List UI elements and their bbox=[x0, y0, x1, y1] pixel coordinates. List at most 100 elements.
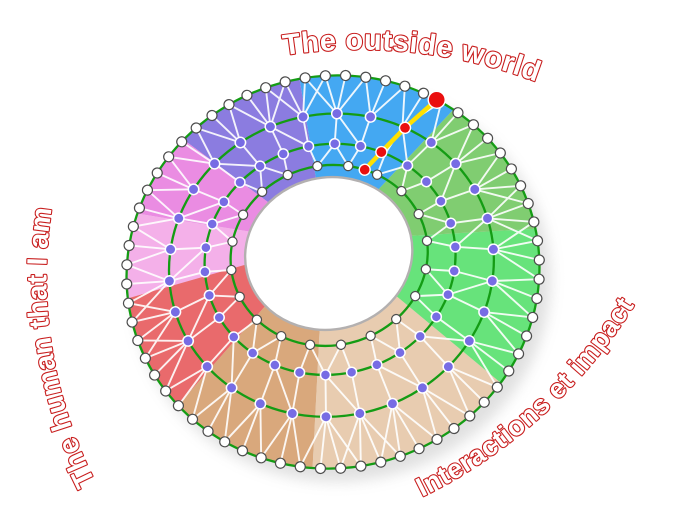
ring2-node[interactable] bbox=[225, 381, 238, 394]
inner-node[interactable] bbox=[312, 160, 323, 172]
ring3-node[interactable] bbox=[449, 241, 462, 253]
outer-node[interactable] bbox=[452, 107, 464, 119]
ring2-node[interactable] bbox=[486, 275, 499, 287]
outer-node[interactable] bbox=[531, 292, 543, 305]
ring2-node[interactable] bbox=[234, 136, 247, 149]
inner-node[interactable] bbox=[251, 314, 263, 325]
outer-node[interactable] bbox=[464, 410, 476, 422]
ring2-node[interactable] bbox=[481, 212, 494, 225]
ring3-node[interactable] bbox=[302, 140, 315, 153]
outer-node[interactable] bbox=[141, 184, 154, 196]
highlight-node[interactable] bbox=[375, 145, 388, 159]
ring3-node[interactable] bbox=[234, 176, 246, 189]
ring2-node[interactable] bbox=[353, 407, 366, 420]
outer-node[interactable] bbox=[478, 396, 490, 408]
ring3-node[interactable] bbox=[200, 241, 212, 254]
ring3-node[interactable] bbox=[228, 331, 240, 343]
ring2-node[interactable] bbox=[264, 120, 277, 133]
outer-node[interactable] bbox=[512, 348, 525, 360]
ring3-node[interactable] bbox=[199, 266, 211, 278]
outer-node[interactable] bbox=[236, 445, 249, 457]
ring3-node[interactable] bbox=[420, 175, 433, 188]
ring2-node[interactable] bbox=[416, 381, 429, 394]
outer-node[interactable] bbox=[360, 71, 372, 83]
ring2-node[interactable] bbox=[169, 306, 182, 318]
outer-node[interactable] bbox=[202, 425, 214, 437]
outer-node[interactable] bbox=[527, 311, 539, 324]
outer-node[interactable] bbox=[431, 433, 443, 445]
highlight-node[interactable] bbox=[398, 121, 412, 135]
ring3-node[interactable] bbox=[203, 289, 216, 302]
outer-node[interactable] bbox=[123, 239, 135, 252]
ring2-node[interactable] bbox=[182, 335, 195, 347]
ring2-node[interactable] bbox=[330, 107, 343, 120]
ring2-node[interactable] bbox=[425, 136, 438, 149]
outer-node[interactable] bbox=[219, 436, 231, 448]
outer-node[interactable] bbox=[528, 216, 540, 228]
outer-node[interactable] bbox=[132, 334, 144, 347]
outer-node[interactable] bbox=[223, 99, 235, 111]
outer-node[interactable] bbox=[533, 273, 545, 285]
ring2-node[interactable] bbox=[320, 410, 332, 423]
ring2-node[interactable] bbox=[386, 397, 399, 410]
ring3-node[interactable] bbox=[269, 359, 281, 371]
sector-green-light[interactable] bbox=[384, 208, 568, 401]
outer-node[interactable] bbox=[126, 316, 138, 328]
outer-node[interactable] bbox=[505, 163, 517, 175]
inner-node[interactable] bbox=[413, 208, 424, 220]
ring3-node[interactable] bbox=[371, 359, 383, 371]
outer-node[interactable] bbox=[515, 180, 527, 192]
outer-node[interactable] bbox=[520, 330, 533, 342]
ring3-node[interactable] bbox=[277, 148, 289, 160]
outer-node[interactable] bbox=[394, 450, 406, 462]
outer-node[interactable] bbox=[448, 422, 460, 435]
inner-node[interactable] bbox=[396, 185, 407, 197]
outer-node[interactable] bbox=[379, 75, 392, 87]
inner-node[interactable] bbox=[421, 235, 433, 247]
outer-node[interactable] bbox=[355, 460, 367, 472]
inner-node[interactable] bbox=[227, 236, 238, 247]
ring3-node[interactable] bbox=[218, 196, 230, 208]
outer-node[interactable] bbox=[121, 278, 133, 290]
outer-node[interactable] bbox=[206, 109, 218, 122]
outer-node[interactable] bbox=[294, 461, 306, 473]
ring3-node[interactable] bbox=[345, 366, 358, 379]
ring2-node[interactable] bbox=[449, 157, 462, 170]
outer-node[interactable] bbox=[274, 457, 287, 469]
ring3-node[interactable] bbox=[445, 217, 457, 230]
ring3-node[interactable] bbox=[354, 140, 367, 152]
outer-node[interactable] bbox=[121, 259, 133, 271]
outer-node[interactable] bbox=[133, 202, 146, 214]
outer-node[interactable] bbox=[467, 119, 480, 131]
ring2-node[interactable] bbox=[208, 157, 221, 170]
outer-node[interactable] bbox=[335, 462, 347, 474]
ring2-node[interactable] bbox=[172, 212, 185, 225]
ring3-node[interactable] bbox=[213, 311, 225, 324]
sector-orchid[interactable] bbox=[124, 124, 275, 255]
outer-node[interactable] bbox=[172, 400, 185, 412]
outer-node[interactable] bbox=[314, 462, 327, 475]
inner-node[interactable] bbox=[282, 169, 293, 181]
sector-green-dark[interactable] bbox=[364, 98, 536, 262]
inner-node[interactable] bbox=[410, 290, 421, 302]
outer-node[interactable] bbox=[186, 413, 199, 425]
outer-node[interactable] bbox=[299, 72, 311, 84]
inner-node[interactable] bbox=[226, 264, 237, 276]
outer-node[interactable] bbox=[149, 369, 161, 381]
outer-node[interactable] bbox=[122, 297, 135, 309]
outer-node[interactable] bbox=[151, 167, 163, 179]
ring2-node[interactable] bbox=[478, 306, 491, 318]
outer-node[interactable] bbox=[339, 69, 352, 82]
ring2-node[interactable] bbox=[442, 360, 455, 373]
outer-node[interactable] bbox=[531, 235, 544, 247]
outer-node[interactable] bbox=[176, 136, 188, 148]
ring2-node[interactable] bbox=[286, 407, 299, 420]
outer-node[interactable] bbox=[160, 385, 172, 397]
ring2-node[interactable] bbox=[187, 183, 200, 196]
inner-node[interactable] bbox=[276, 330, 287, 342]
ring3-node[interactable] bbox=[206, 218, 218, 230]
ring3-node[interactable] bbox=[328, 137, 341, 150]
inner-node[interactable] bbox=[304, 339, 316, 351]
outer-node[interactable] bbox=[127, 220, 139, 233]
inner-node[interactable] bbox=[256, 186, 268, 197]
